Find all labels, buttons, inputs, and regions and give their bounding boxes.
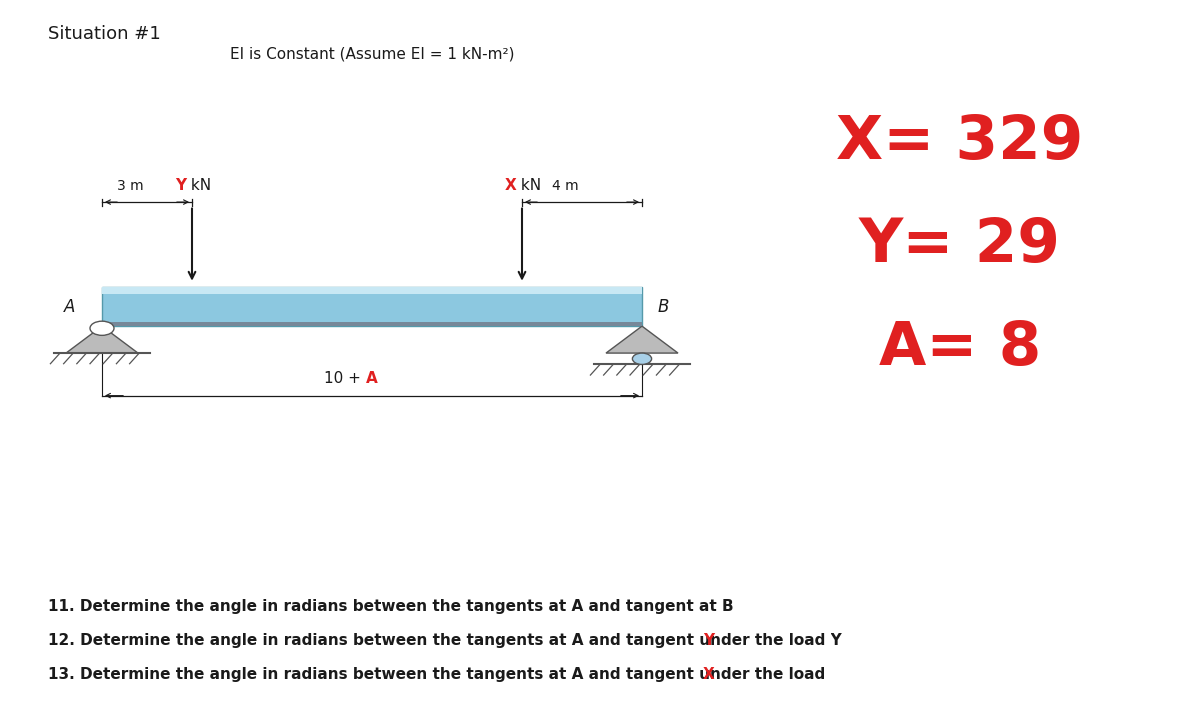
Text: 13. Determine the angle in radians between the tangents at A and tangent under t: 13. Determine the angle in radians betwe…	[48, 667, 830, 682]
Text: kN: kN	[186, 178, 211, 193]
Text: 10 +: 10 +	[324, 372, 366, 386]
Text: 12. Determine the angle in radians between the tangents at A and tangent under t: 12. Determine the angle in radians betwe…	[48, 633, 830, 648]
Text: X: X	[504, 178, 516, 193]
Text: A: A	[366, 372, 378, 386]
Circle shape	[632, 353, 652, 364]
Text: Situation #1: Situation #1	[48, 25, 161, 43]
Text: B: B	[658, 298, 668, 316]
Text: X= 329: X= 329	[836, 113, 1084, 172]
Text: 12. Determine the angle in radians between the tangents at A and tangent under t: 12. Determine the angle in radians betwe…	[48, 633, 841, 648]
Text: A= 8: A= 8	[878, 319, 1042, 378]
Text: 3 m: 3 m	[116, 179, 144, 193]
Text: X: X	[703, 667, 714, 682]
Text: 11. Determine the angle in radians between the tangents at A and tangent at B: 11. Determine the angle in radians betwe…	[48, 599, 733, 614]
Text: Y: Y	[703, 633, 714, 648]
Circle shape	[90, 321, 114, 335]
Text: Y: Y	[175, 178, 186, 193]
Text: 4 m: 4 m	[552, 179, 578, 193]
Text: Y= 29: Y= 29	[859, 216, 1061, 275]
Polygon shape	[66, 326, 138, 353]
Bar	[102, 287, 642, 326]
Bar	[102, 287, 642, 294]
Text: kN: kN	[516, 178, 541, 193]
Polygon shape	[606, 326, 678, 353]
Text: EI is Constant (Assume EI = 1 kN-m²): EI is Constant (Assume EI = 1 kN-m²)	[229, 46, 515, 61]
Bar	[102, 322, 642, 326]
Text: A: A	[65, 298, 76, 316]
